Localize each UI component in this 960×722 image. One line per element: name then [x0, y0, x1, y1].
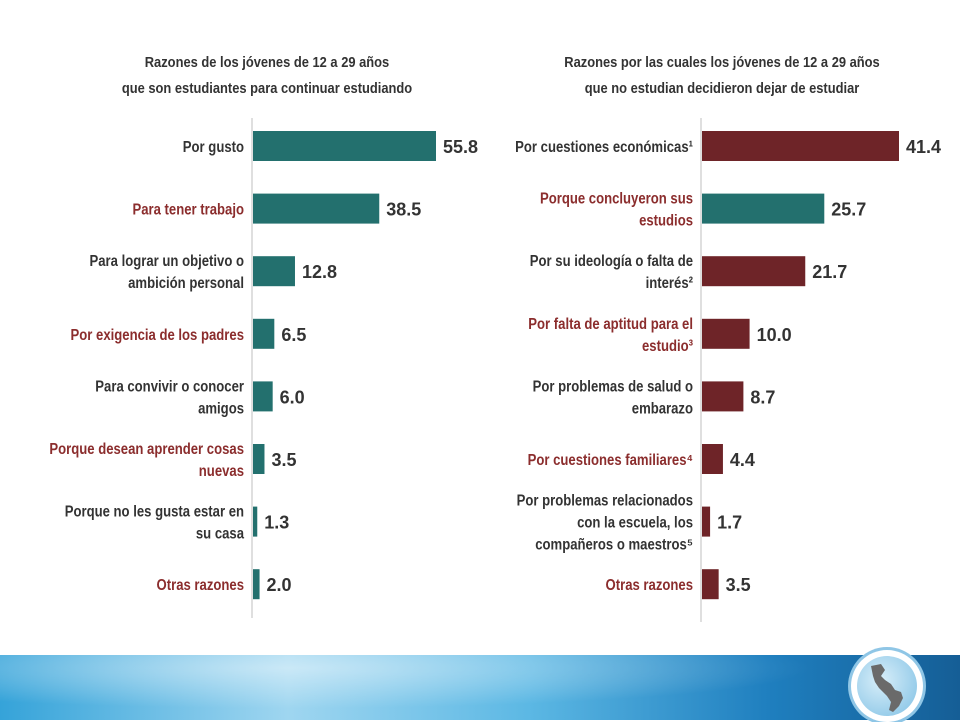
bar: [702, 256, 806, 287]
data-label: 8.7: [750, 387, 775, 407]
data-label: 1.3: [264, 513, 289, 533]
data-label: 3.5: [271, 450, 296, 470]
category-label: Para convivir o conocer: [95, 378, 244, 395]
americas-map-icon: [871, 664, 903, 712]
left-title-line-1: Razones de los jóvenes de 12 a 29 años: [144, 54, 390, 71]
bar: [702, 569, 719, 600]
data-label: 1.7: [717, 513, 742, 533]
data-label: 2.0: [267, 575, 292, 595]
category-label: Porque concluyeron sus: [540, 190, 693, 207]
data-label: 25.7: [831, 200, 866, 220]
category-label: Por falta de aptitud para el: [528, 316, 693, 333]
globe-icon: [857, 656, 917, 716]
bar: [253, 256, 295, 287]
bar: [253, 318, 275, 349]
category-label: Porque no les gusta estar en: [65, 503, 244, 520]
bar: [253, 193, 380, 224]
data-label: 3.5: [726, 575, 751, 595]
category-label: Otras razones: [157, 577, 244, 594]
data-label: 6.5: [281, 325, 306, 345]
category-label: Por cuestiones económicas¹: [515, 139, 693, 156]
bar: [253, 381, 273, 412]
category-label: Por su ideología o falta de: [530, 253, 693, 270]
bar: [702, 131, 899, 161]
right-title-line-1: Razones por las cuales los jóvenes de 12…: [564, 54, 880, 71]
category-label: Otras razones: [606, 577, 693, 594]
category-label: Para tener trabajo: [132, 201, 244, 218]
right-chart-title: Razones por las cuales los jóvenes de 12…: [541, 50, 902, 102]
bar: [253, 131, 436, 161]
left-chart-title: Razones de los jóvenes de 12 a 29 años q…: [99, 50, 434, 102]
category-label: estudios: [639, 212, 693, 229]
data-label: 4.4: [730, 450, 755, 470]
americas-globe-logo: [851, 650, 923, 722]
bar: [253, 506, 258, 537]
left-title-line-2: que son estudiantes para continuar estud…: [121, 80, 413, 97]
bar: [702, 444, 723, 474]
category-label: Porque desean aprender cosas: [49, 441, 244, 458]
data-label: 21.7: [812, 262, 847, 282]
category-label: Por gusto: [183, 139, 244, 156]
category-label: su casa: [196, 525, 245, 542]
left-bar-chart: 55.8 Por gusto 38.5 Para tener trabajo 12.8 P…: [49, 118, 478, 618]
category-label: Por cuestiones familiares⁴: [528, 452, 693, 469]
category-label: Por problemas relacionados: [517, 492, 693, 509]
charts-canvas: 55.8 Por gusto 38.5 Para tener trabajo 12.8 P…: [49, 118, 941, 622]
data-label: 10.0: [757, 325, 792, 345]
category-label: estudio³: [642, 338, 693, 355]
category-label: Por exigencia de los padres: [71, 327, 244, 344]
data-label: 12.8: [302, 262, 337, 282]
category-label: Para lograr un objetivo o: [90, 253, 245, 270]
category-label: compañeros o maestros⁵: [535, 536, 693, 553]
bar: [702, 381, 744, 412]
right-title-line-2: que no estudian decidieron dejar de estu…: [584, 80, 860, 97]
data-label: 38.5: [386, 200, 421, 220]
category-label: interés²: [646, 275, 693, 292]
footer-band: [0, 655, 960, 720]
bar: [702, 506, 711, 537]
data-label: 6.0: [280, 387, 305, 407]
data-label: 55.8: [443, 137, 478, 157]
category-label: Por problemas de salud o: [533, 378, 693, 395]
category-label: con la escuela, los: [577, 514, 693, 531]
bar: [253, 444, 265, 474]
category-label: nuevas: [199, 463, 244, 480]
right-bar-chart: 41.4 Por cuestiones económicas¹ 25.7 Porque…: [515, 118, 941, 622]
data-label: 41.4: [906, 137, 941, 157]
bar: [702, 193, 825, 224]
category-label: embarazo: [632, 400, 693, 417]
bar: [253, 569, 260, 600]
footer-wave: [0, 655, 960, 720]
category-label: ambición personal: [128, 275, 244, 292]
bar: [702, 318, 750, 349]
category-label: amigos: [198, 400, 244, 417]
